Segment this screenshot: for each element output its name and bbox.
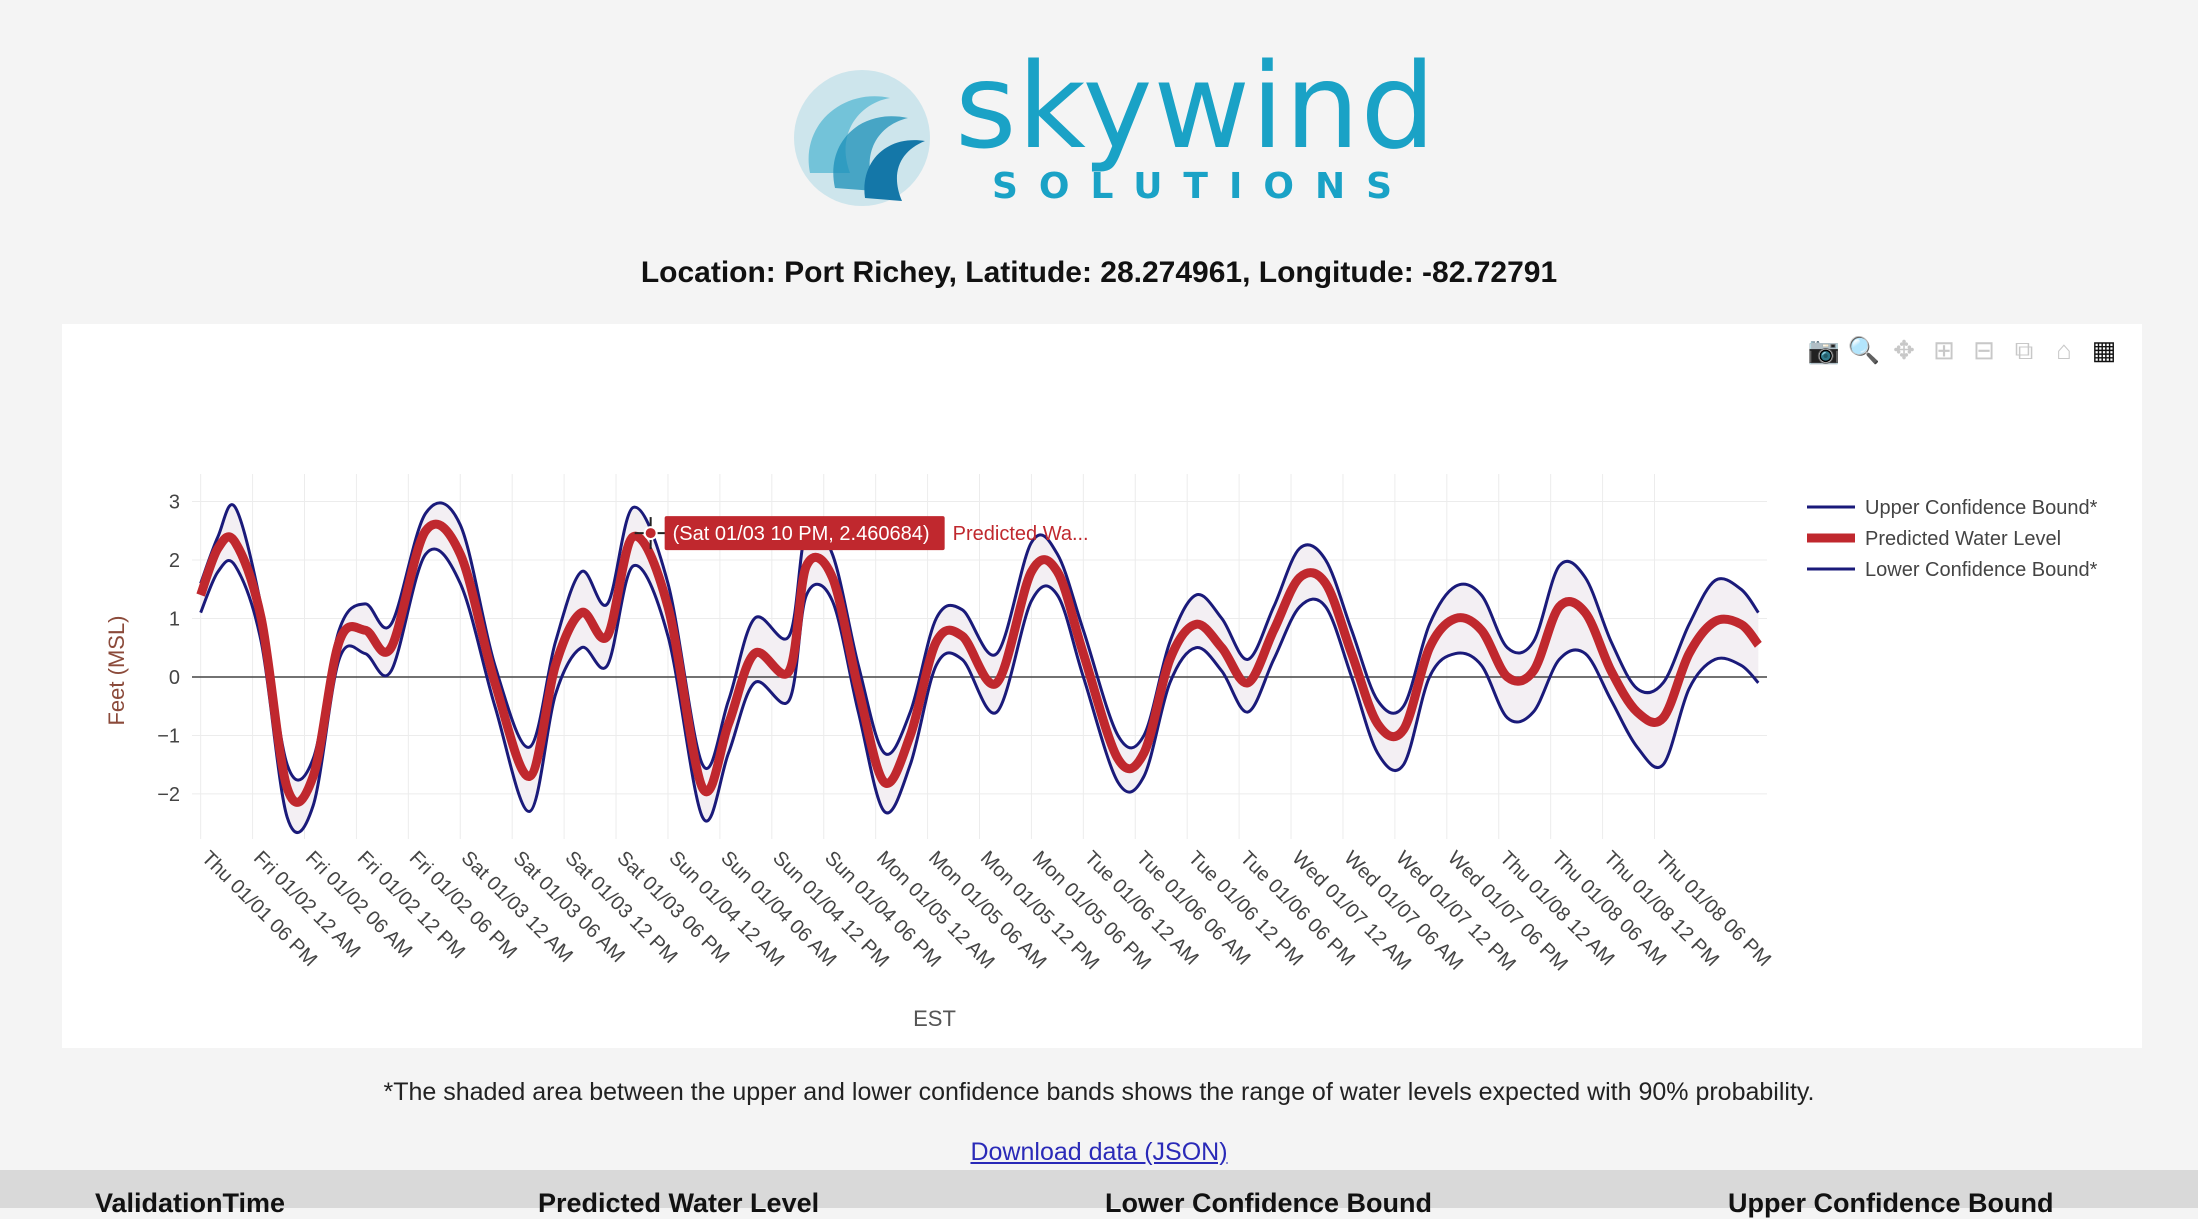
zoom-in-icon[interactable]: ⊞ bbox=[1933, 335, 1955, 365]
confidence-footnote: *The shaded area between the upper and l… bbox=[383, 1078, 1815, 1106]
logo-tagline: SOLUTIONS bbox=[992, 166, 1414, 207]
col-lower-confidence-bound[interactable]: Lower Confidence Bound bbox=[1105, 1188, 1432, 1218]
tooltip-value: (Sat 01/03 10 PM, 2.460684) bbox=[673, 523, 930, 545]
home-icon[interactable]: ⌂ bbox=[2056, 335, 2072, 365]
chart-series bbox=[196, 501, 1762, 834]
autoscale-icon[interactable]: ⧉ bbox=[2014, 335, 2034, 365]
chart-legend[interactable]: Upper Confidence Bound* Predicted Water L… bbox=[1807, 497, 2098, 581]
legend-item: Lower Confidence Bound* bbox=[1865, 559, 2098, 581]
y-tick-label: −2 bbox=[157, 784, 180, 806]
tooltip-trace-name: Predicted Wa... bbox=[953, 523, 1089, 545]
upper-confidence-line bbox=[199, 501, 1760, 782]
col-predicted-water-level[interactable]: Predicted Water Level bbox=[538, 1188, 820, 1218]
zoom-out-icon[interactable]: ⊟ bbox=[1973, 335, 1995, 365]
download-json-link[interactable]: Download data (JSON) bbox=[970, 1138, 1228, 1166]
y-tick-label: −1 bbox=[157, 725, 180, 747]
logo-wordmark: skywind bbox=[955, 37, 1437, 175]
y-tick-label: 0 bbox=[169, 667, 180, 689]
data-table-header: ValidationTime Predicted Water Level Low… bbox=[0, 1170, 2198, 1218]
camera-icon[interactable]: 📷 bbox=[1807, 335, 1841, 365]
legend-item: Predicted Water Level bbox=[1865, 528, 2061, 550]
logo-wave-icon bbox=[794, 70, 930, 206]
zoom-icon[interactable]: 🔍 bbox=[1847, 335, 1881, 365]
skywind-logo: skywind SOLUTIONS bbox=[790, 47, 1435, 215]
x-axis-label: EST bbox=[913, 1006, 956, 1031]
plotly-logo-icon[interactable]: ▦ bbox=[2091, 335, 2117, 365]
y-axis-label: Feet (MSL) bbox=[104, 615, 129, 725]
hover-point bbox=[643, 526, 658, 541]
lower-confidence-line bbox=[199, 547, 1760, 834]
col-upper-confidence-bound[interactable]: Upper Confidence Bound bbox=[1728, 1188, 2054, 1218]
y-tick-label: 1 bbox=[169, 608, 180, 630]
y-tick-label: 2 bbox=[169, 550, 180, 572]
y-tick-label: 3 bbox=[169, 492, 180, 514]
location-heading: Location: Port Richey, Latitude: 28.2749… bbox=[640, 256, 1558, 289]
col-validation-time[interactable]: ValidationTime bbox=[95, 1188, 286, 1218]
pan-icon[interactable]: ✥ bbox=[1893, 335, 1915, 365]
predicted-water-level-line bbox=[196, 519, 1762, 807]
hover-tooltip: (Sat 01/03 10 PM, 2.460684) Predicted Wa.… bbox=[634, 516, 1089, 551]
legend-item: Upper Confidence Bound* bbox=[1865, 497, 2098, 519]
plot-container: 📷 🔍 ✥ ⊞ ⊟ ⧉ ⌂ ▦ 3 2 1 0 −1 −2 Thu 01/01 06 PM… bbox=[62, 324, 2142, 1048]
modebar: 📷 🔍 ✥ ⊞ ⊟ ⧉ ⌂ ▦ bbox=[1806, 332, 2122, 368]
tooltip-box bbox=[664, 516, 945, 551]
y-axis-ticks: 3 2 1 0 −1 −2 bbox=[157, 492, 180, 806]
